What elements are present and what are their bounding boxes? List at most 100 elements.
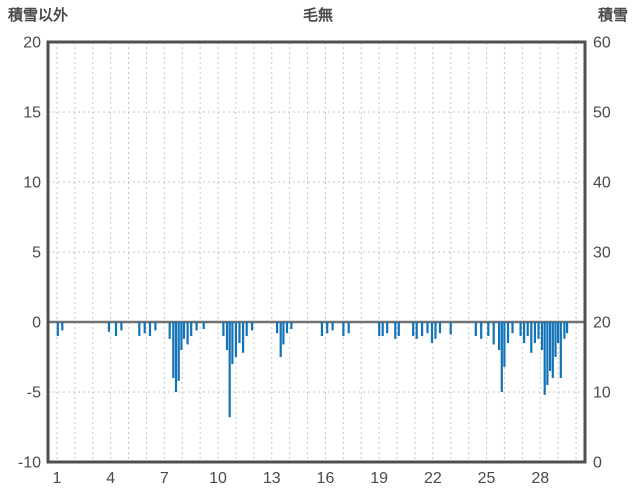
y-right-tick-label: 10 xyxy=(593,385,611,402)
y-left-tick-label: -5 xyxy=(27,385,41,402)
precipitation-bar xyxy=(537,322,540,339)
x-tick-label: 1 xyxy=(52,470,61,487)
y-right-tick-label: 0 xyxy=(593,455,602,472)
precipitation-bar xyxy=(511,322,514,334)
y-left-tick-label: 15 xyxy=(23,105,41,122)
precipitation-bar xyxy=(326,322,329,334)
precipitation-bar xyxy=(533,322,536,343)
precipitation-bar xyxy=(474,322,477,336)
precipitation-bar xyxy=(276,322,279,334)
precipitation-bar xyxy=(202,322,205,329)
precipitation-bar xyxy=(331,322,334,331)
x-tick-label: 13 xyxy=(263,470,281,487)
precipitation-bar xyxy=(559,322,562,378)
precipitation-bar xyxy=(222,322,225,336)
precipitation-bar xyxy=(378,322,381,336)
y-left-tick-label: 10 xyxy=(23,175,41,192)
precipitation-bar xyxy=(290,322,293,329)
precipitation-bar xyxy=(557,322,560,343)
precipitation-bar xyxy=(492,322,495,345)
precipitation-bar xyxy=(386,322,389,334)
precipitation-bar xyxy=(523,322,526,343)
precipitation-bar xyxy=(234,322,237,357)
plot-border xyxy=(46,40,587,464)
precipitation-bar xyxy=(526,322,529,336)
x-tick-label: 28 xyxy=(531,470,549,487)
precipitation-bar xyxy=(114,322,118,336)
precipitation-bar xyxy=(182,322,186,339)
precipitation-bar xyxy=(172,322,175,378)
precipitation-bar xyxy=(426,322,429,334)
precipitation-bar xyxy=(180,322,183,350)
precipitation-bar xyxy=(530,322,533,353)
x-tick-label: 22 xyxy=(424,470,442,487)
precipitation-bar xyxy=(168,322,171,339)
y-left-tick-label: 5 xyxy=(32,245,41,262)
precipitation-bar xyxy=(174,322,178,392)
chart-title: 毛無 xyxy=(302,7,333,24)
right-axis-title: 積雪 xyxy=(597,7,628,24)
y-right-tick-label: 50 xyxy=(593,105,611,122)
precipitation-bar xyxy=(549,322,552,371)
precipitation-bar xyxy=(251,322,254,331)
x-tick-label: 19 xyxy=(370,470,388,487)
precipitation-bar xyxy=(148,322,152,336)
precipitation-bar xyxy=(56,322,59,336)
precipitation-bar xyxy=(480,322,483,339)
y-left-tick-label: 20 xyxy=(23,35,41,52)
precipitation-bar xyxy=(138,322,141,336)
precipitation-bar xyxy=(543,322,546,395)
precipitation-bar xyxy=(506,322,510,343)
x-tick-label: 25 xyxy=(478,470,496,487)
precipitation-bar xyxy=(285,322,289,334)
precipitation-bar xyxy=(107,322,110,332)
precipitation-bar xyxy=(61,322,64,331)
precipitation-bar xyxy=(342,322,345,336)
precipitation-bar xyxy=(397,322,400,336)
precipitation-bar xyxy=(154,322,157,331)
precipitation-bar xyxy=(186,322,189,345)
precipitation-bar xyxy=(415,322,418,339)
precipitation-bar xyxy=(438,322,442,334)
precipitation-bar xyxy=(242,322,245,353)
precipitation-bar xyxy=(225,322,229,350)
precipitation-bar xyxy=(566,322,569,334)
precipitation-bar xyxy=(421,322,424,336)
precipitation-bar xyxy=(551,322,554,378)
precipitation-bar xyxy=(449,322,452,335)
precipitation-bar xyxy=(381,322,384,336)
precipitation-bar xyxy=(195,322,198,331)
precipitation-bar xyxy=(498,322,501,350)
precipitation-bar xyxy=(279,322,282,357)
x-tick-label: 4 xyxy=(106,470,115,487)
precipitation-bar xyxy=(394,322,397,339)
left-axis-title: 積雪以外 xyxy=(8,7,69,24)
precipitation-bar xyxy=(412,322,415,336)
y-left-tick-label: 0 xyxy=(32,315,41,332)
precipitation-bar xyxy=(245,322,248,336)
y-right-tick-label: 20 xyxy=(593,315,611,332)
precipitation-bar xyxy=(238,322,241,343)
precipitation-bar xyxy=(540,322,544,350)
y-right-tick-label: 60 xyxy=(593,35,611,52)
precipitation-bar xyxy=(554,322,557,357)
precipitation-bar xyxy=(282,322,285,345)
precipitation-bar xyxy=(347,322,350,334)
precipitation-bar xyxy=(563,322,566,339)
precipitation-bar xyxy=(120,322,123,331)
x-tick-label: 10 xyxy=(209,470,227,487)
precipitation-bar xyxy=(503,322,506,367)
precipitation-bar xyxy=(430,322,434,343)
precipitation-bar xyxy=(500,322,503,392)
y-right-tick-label: 30 xyxy=(593,245,611,262)
precipitation-bar xyxy=(143,322,146,334)
x-tick-label: 16 xyxy=(317,470,335,487)
precipitation-bar xyxy=(228,322,231,418)
precipitation-bar xyxy=(519,322,522,336)
precipitation-bar xyxy=(487,322,490,336)
precipitation-bar xyxy=(434,322,437,339)
precipitation-bar xyxy=(177,322,180,381)
precipitation-bar xyxy=(320,322,323,336)
y-right-tick-label: 40 xyxy=(593,175,611,192)
